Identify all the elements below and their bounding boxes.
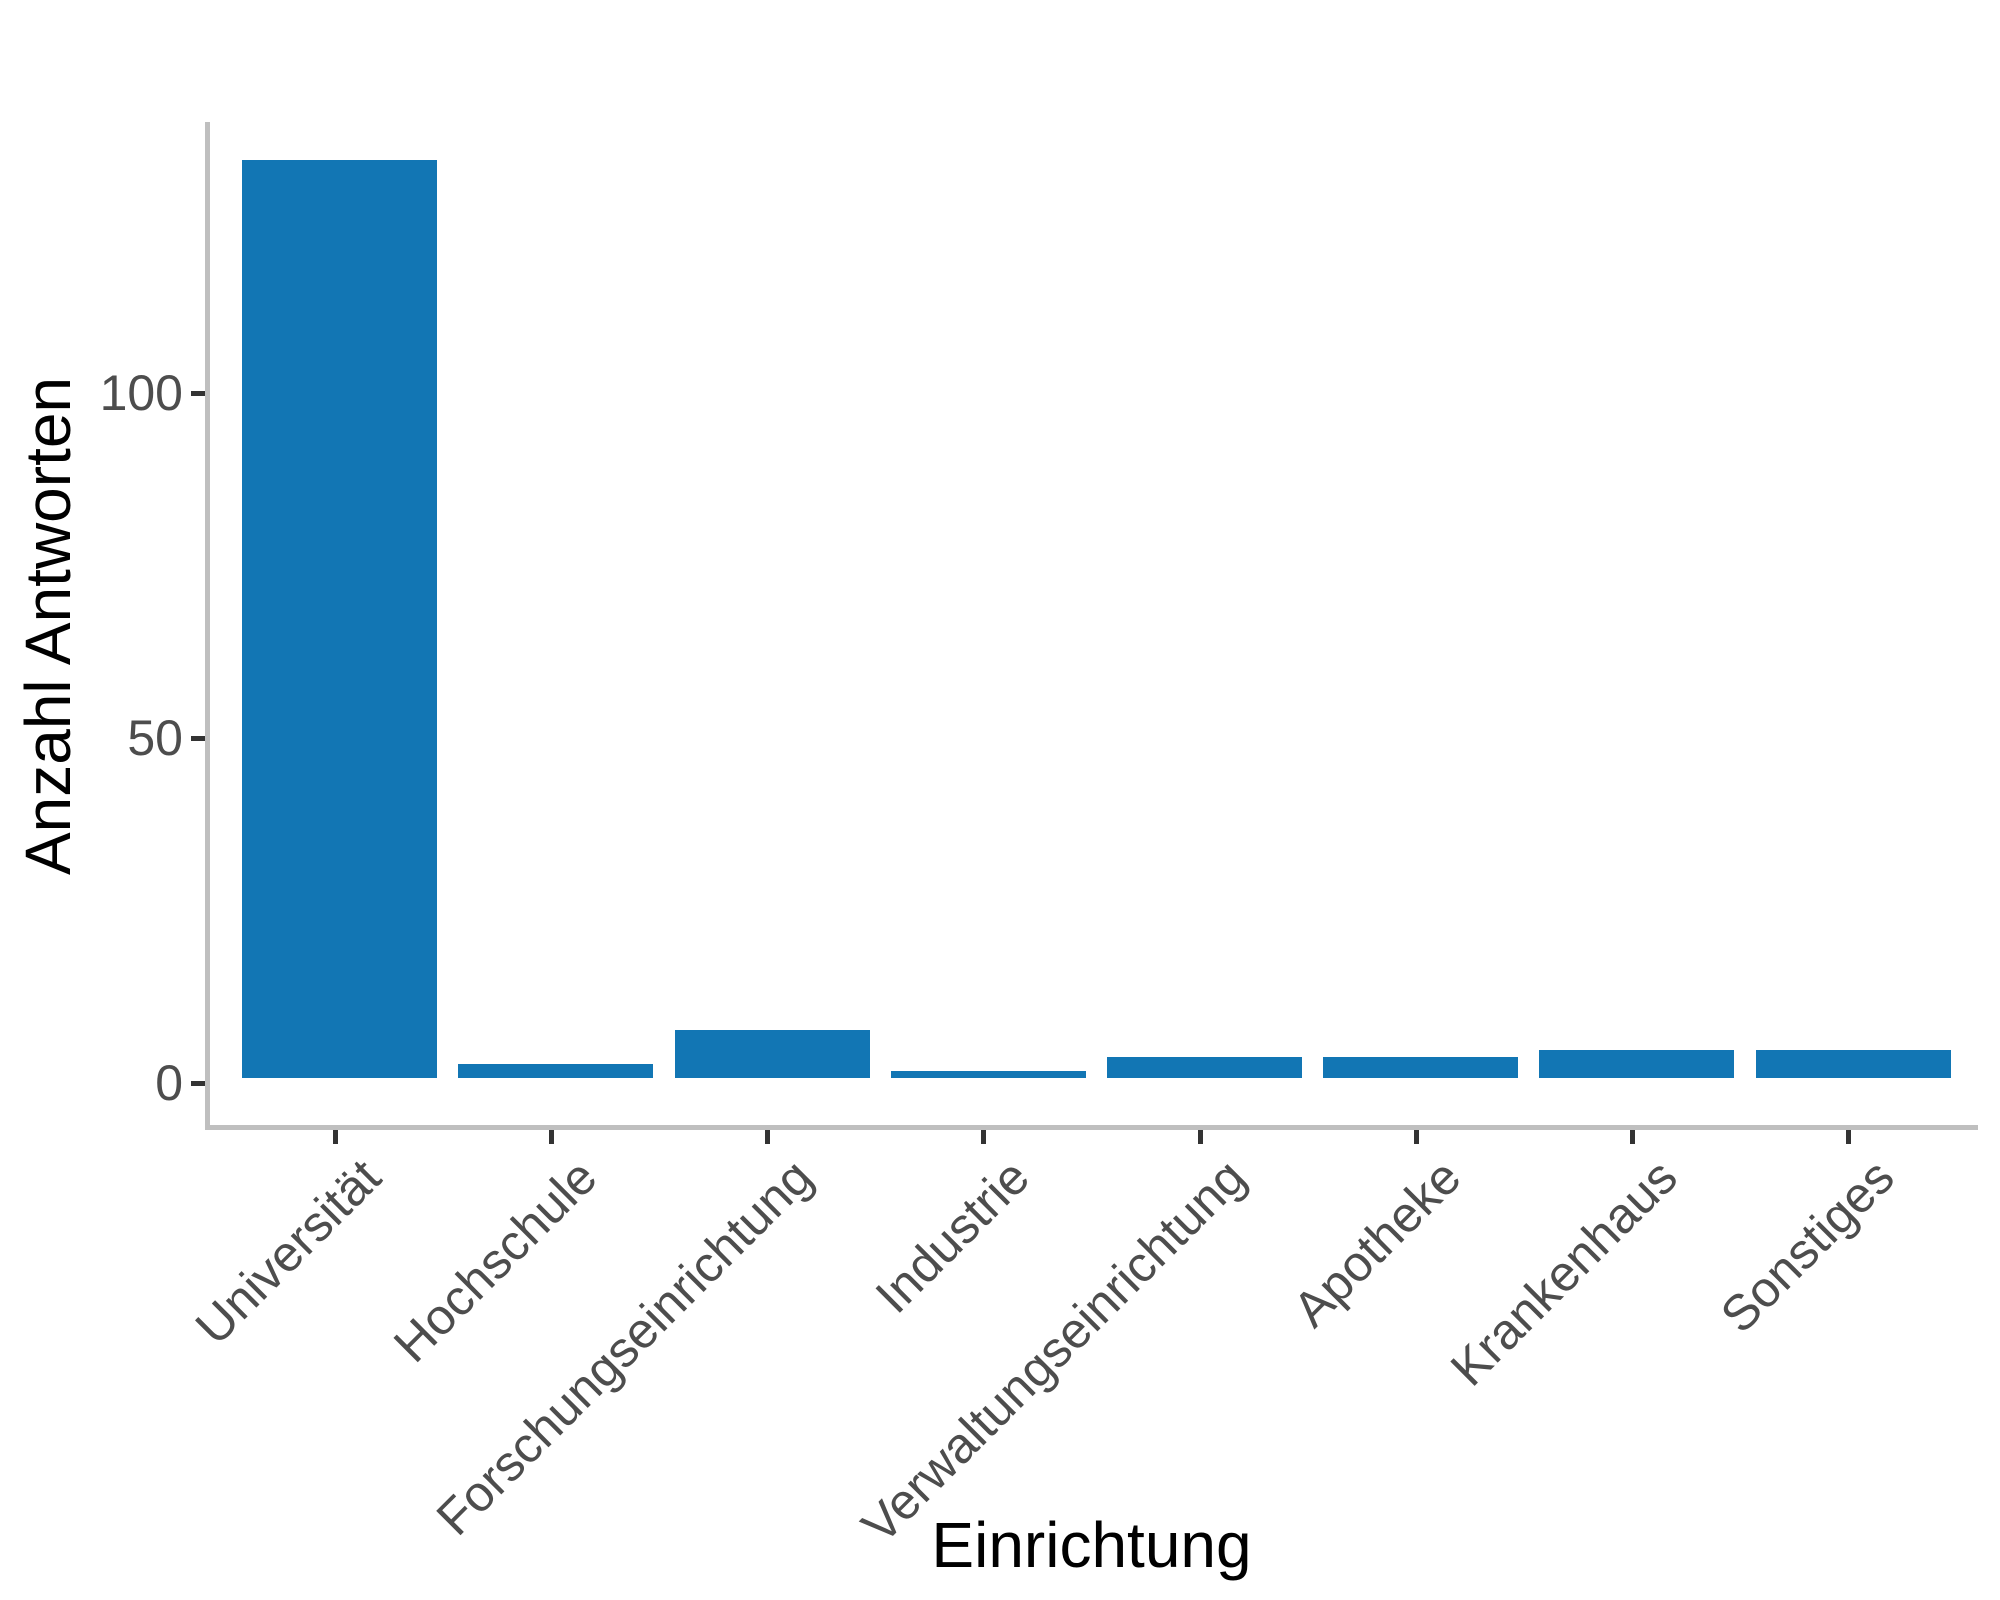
- x-axis-tick: [1197, 1130, 1203, 1144]
- bar-verwaltungseinrichtung: [1107, 1057, 1302, 1078]
- x-axis-tick: [981, 1130, 987, 1144]
- x-axis-tick: [1629, 1130, 1635, 1144]
- y-axis-title: Anzahl Antworten: [12, 376, 84, 876]
- bar-krankenhaus: [1539, 1050, 1735, 1078]
- x-tick-label-apotheke: Apotheke: [1282, 1148, 1472, 1338]
- bar-sonstiges: [1755, 1050, 1951, 1078]
- y-tick-label-50: 50: [127, 710, 183, 766]
- bar-industrie: [890, 1071, 1086, 1078]
- plot-panel: [205, 122, 1978, 1130]
- x-axis-title: Einrichtung: [931, 1509, 1252, 1581]
- bar-apotheke: [1323, 1057, 1519, 1078]
- x-axis-tick: [548, 1130, 554, 1144]
- x-axis-tick: [765, 1130, 771, 1144]
- x-tick-label-hochschule: Hochschule: [382, 1148, 608, 1373]
- y-tick-label-0: 0: [155, 1055, 183, 1111]
- x-tick-label-verwaltungseinrichtung: Verwaltungseinrichtung: [850, 1148, 1256, 1554]
- x-tick-label-universität: Universität: [184, 1148, 391, 1356]
- x-tick-label-krankenhaus: Krankenhaus: [1440, 1148, 1689, 1397]
- y-axis-tick: [191, 1081, 205, 1086]
- x-tick-label-industrie: Industrie: [864, 1148, 1040, 1324]
- x-axis-tick: [1846, 1130, 1852, 1144]
- x-tick-label-sonstiges: Sonstiges: [1709, 1148, 1905, 1344]
- x-tick-label-forschungseinrichtung: Forschungseinrichtung: [426, 1148, 824, 1546]
- bar-forschungseinrichtung: [674, 1029, 870, 1078]
- y-axis-tick: [191, 736, 205, 741]
- y-tick-label-100: 100: [99, 365, 183, 421]
- x-axis-tick: [332, 1130, 338, 1144]
- x-axis-tick: [1413, 1130, 1419, 1144]
- bar-hochschule: [458, 1064, 654, 1078]
- bar-universität: [242, 160, 438, 1078]
- y-axis-tick: [191, 391, 205, 396]
